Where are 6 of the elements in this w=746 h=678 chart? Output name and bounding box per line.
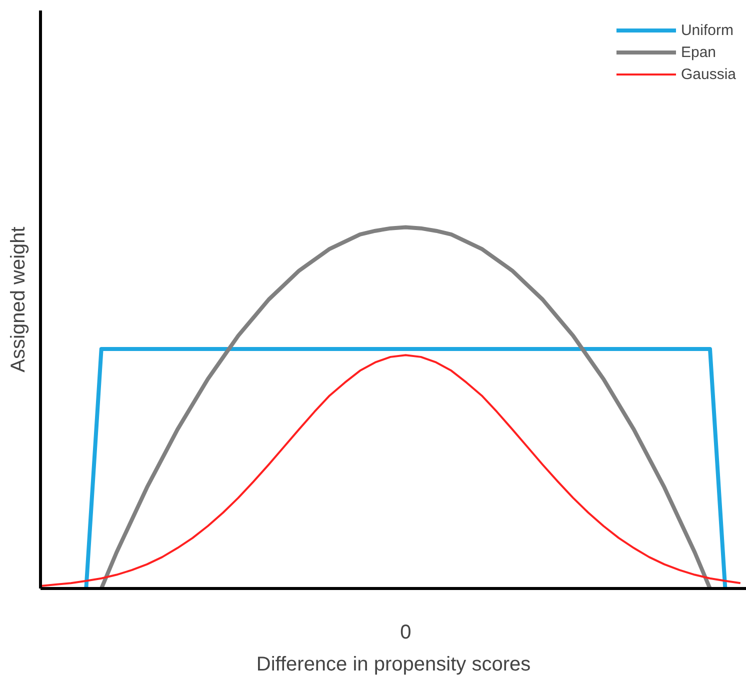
legend-label: Uniform: [680, 22, 734, 38]
x-axis-title: Difference in propensity scores: [256, 654, 531, 676]
legend-label: Epan: [680, 44, 716, 60]
legend-label: Gaussia: [680, 66, 736, 82]
y-axis-title: Assigned weight: [8, 226, 30, 372]
text: 0: [400, 622, 412, 644]
